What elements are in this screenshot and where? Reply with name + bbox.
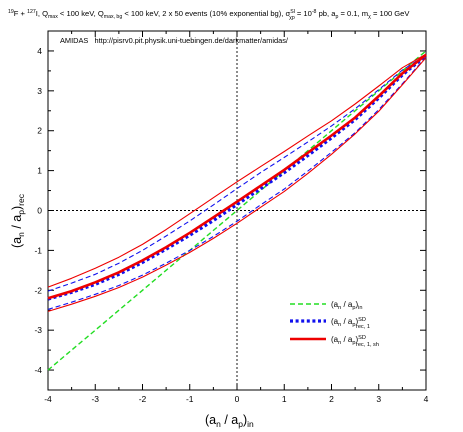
- x-tick-label: 1: [282, 394, 287, 404]
- y-tick-label: 4: [37, 46, 42, 56]
- series-line-rec1sh_upper: [47, 53, 427, 288]
- chart-title: 19F + 127I, Qmax < 100 keV, Qmax, bg < 1…: [8, 9, 410, 21]
- y-tick-label: 1: [37, 166, 42, 176]
- y-tick-label: -2: [34, 285, 42, 295]
- x-tick-label: -2: [139, 394, 147, 404]
- x-tick-label: -1: [186, 394, 194, 404]
- series-line-rec1_upper: [47, 54, 427, 292]
- x-tick-label: -3: [91, 394, 99, 404]
- legend: (an / ap)in (an / ap)SD rec, 1 (an / ap)S…: [290, 300, 379, 348]
- y-axis-label: (an / ap)rec: [10, 193, 26, 248]
- series-line-rec1_lower: [47, 56, 427, 310]
- x-tick-label: 4: [424, 394, 429, 404]
- x-tick-label: 3: [376, 394, 381, 404]
- y-tick-label: -3: [34, 325, 42, 335]
- x-tick-label: 2: [329, 394, 334, 404]
- x-axis-label: (an / ap)in: [205, 413, 254, 429]
- legend-label-rec1sh: (an / ap)SD rec, 1, sh: [331, 335, 379, 348]
- y-tick-label: 3: [37, 86, 42, 96]
- amidas-annotation: AMIDAS http://pisrv0.pit.physik.uni-tueb…: [60, 36, 289, 45]
- series-line-in: [47, 50, 427, 371]
- y-tick-label: 2: [37, 126, 42, 136]
- y-tick-label: -4: [34, 365, 42, 375]
- reference-lines: [48, 31, 426, 390]
- legend-label-in: (an / ap)in: [331, 300, 363, 311]
- series-line-rec1sh_lower: [47, 57, 427, 312]
- series-group: [47, 50, 428, 371]
- x-tick-label: -4: [44, 394, 52, 404]
- axis-ticks: -4 -3 -2 -1 0 1 2 3 4 -4 -3 -2 -1 0 1 2 3 4: [34, 30, 429, 404]
- y-tick-label: 0: [37, 206, 42, 216]
- legend-label-rec1: (an / ap)SD rec, 1: [331, 317, 370, 330]
- series-line-rec1sh: [47, 53, 427, 300]
- x-tick-label: 0: [235, 394, 240, 404]
- y-tick-label: -1: [34, 245, 42, 255]
